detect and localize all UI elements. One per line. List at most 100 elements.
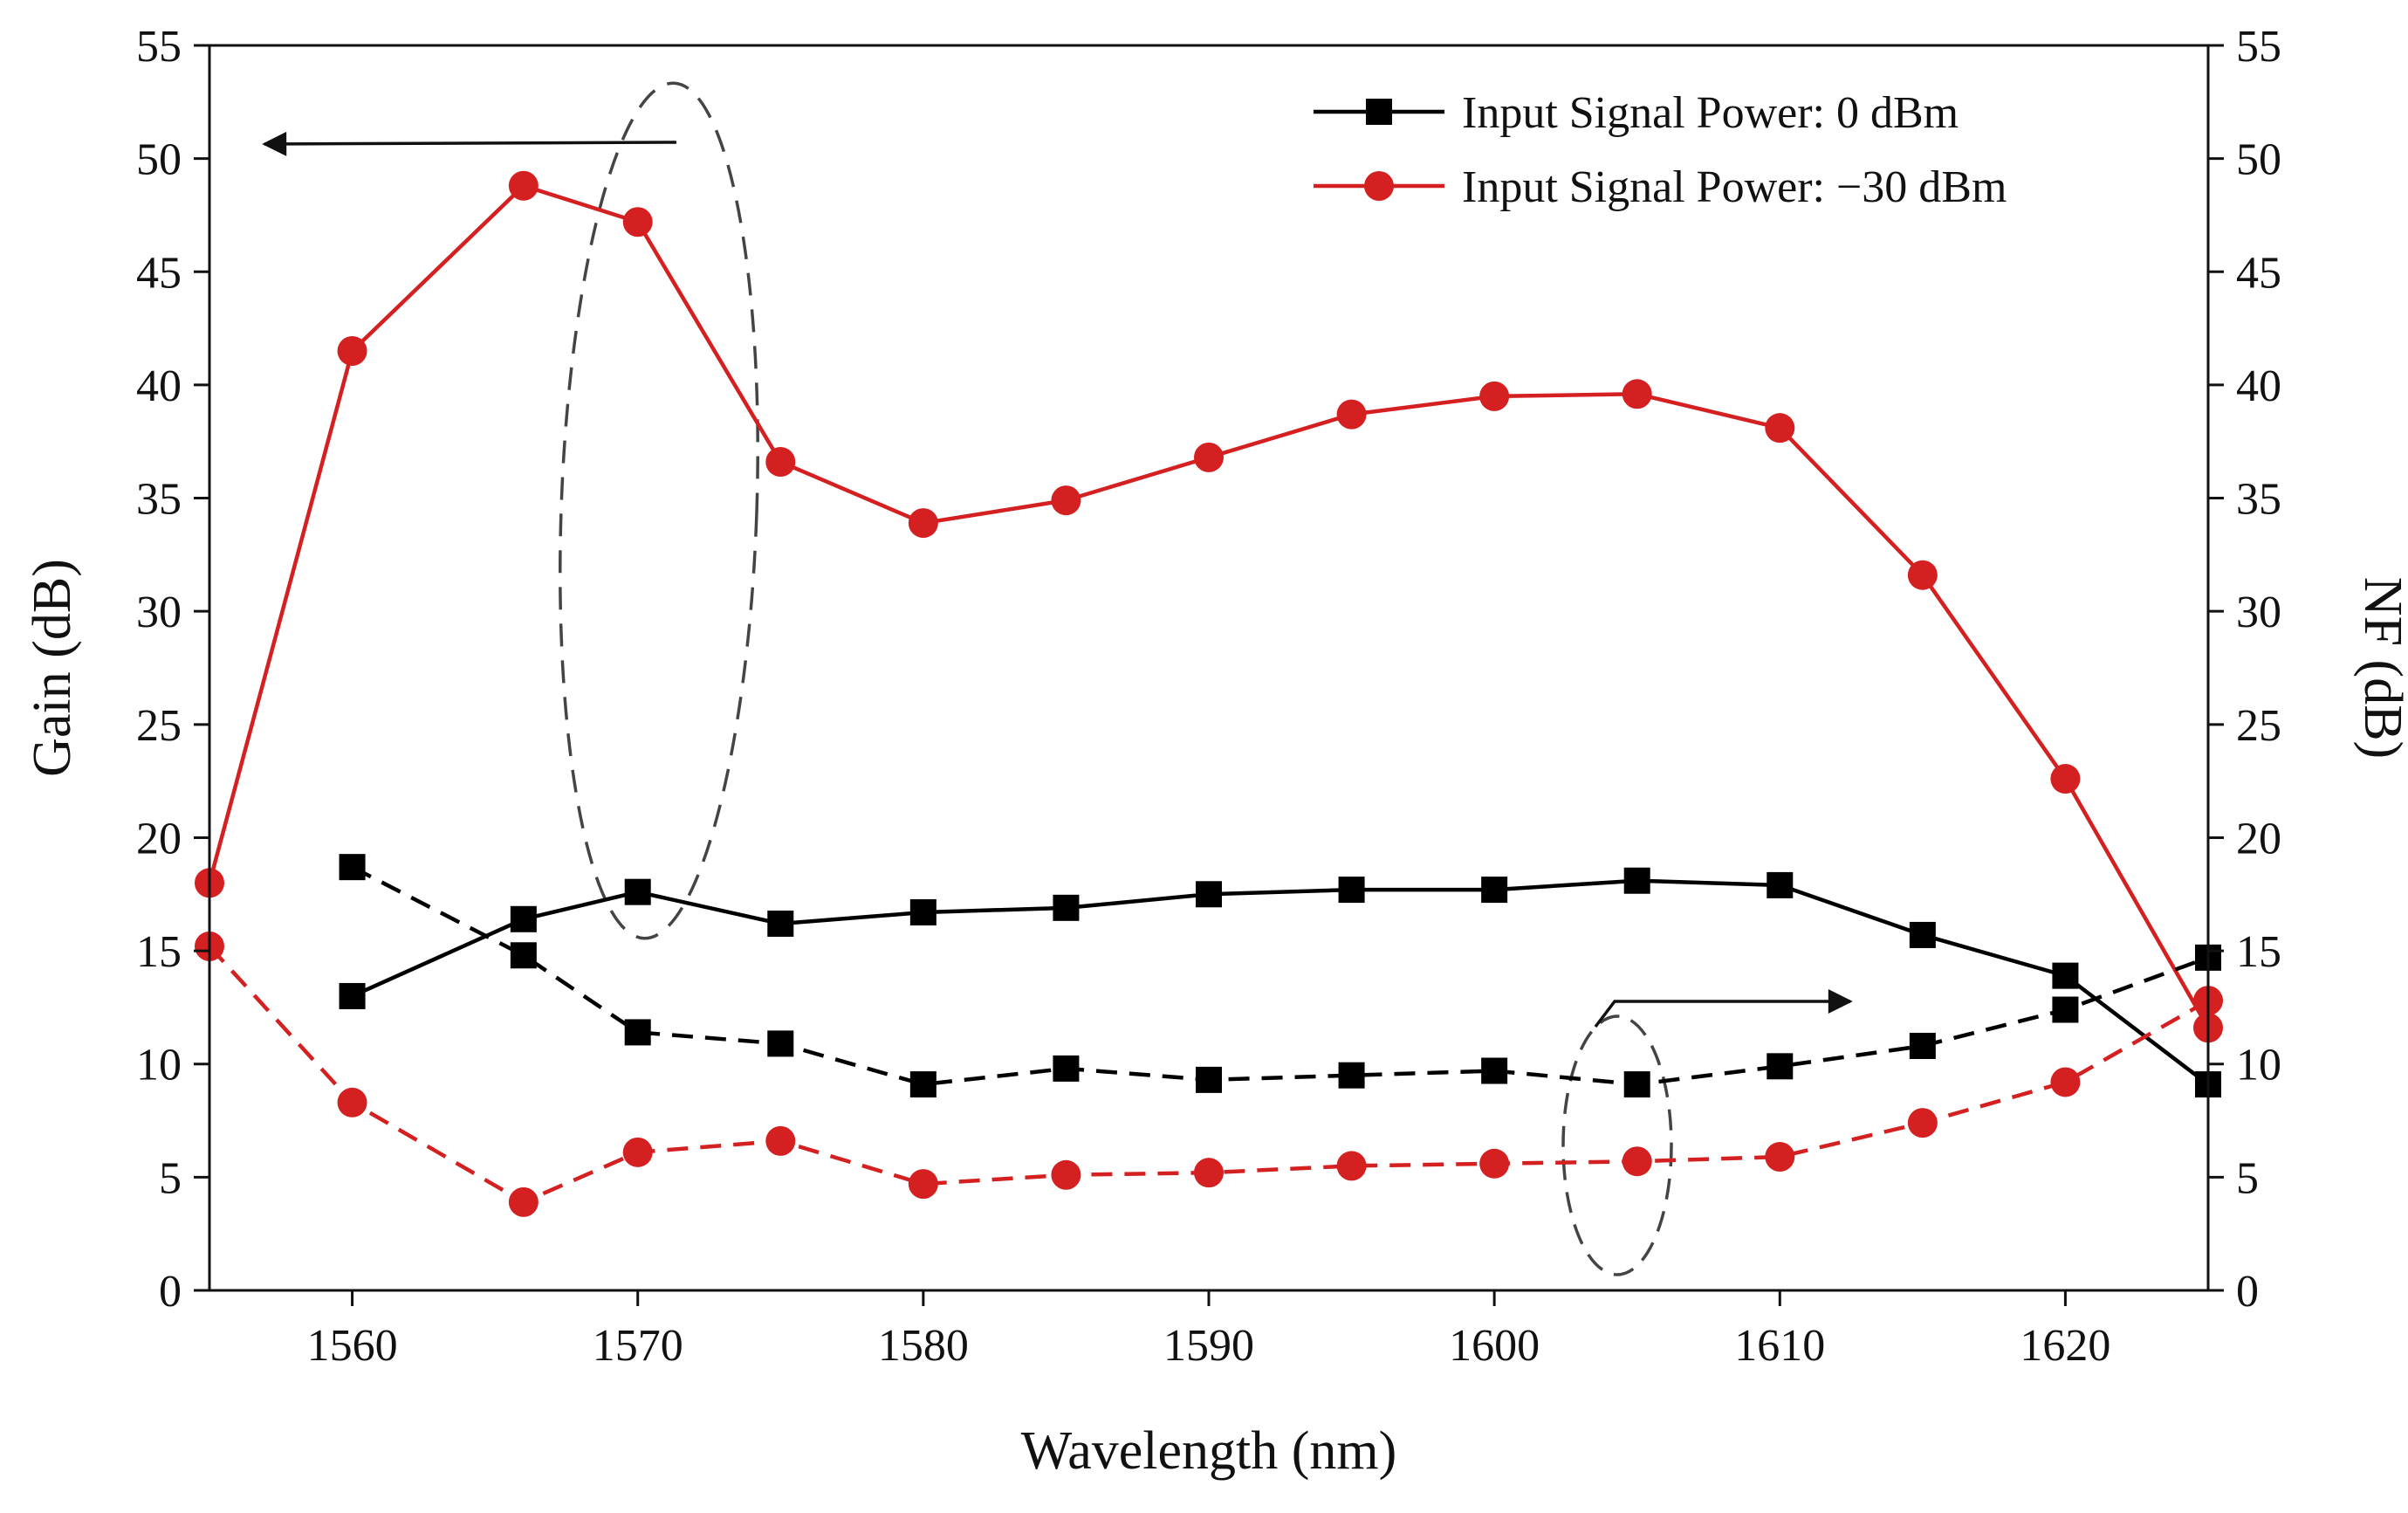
data-point-circle xyxy=(2050,1067,2081,1097)
data-point-square xyxy=(1196,1066,1222,1093)
data-point-square xyxy=(339,982,366,1009)
x-axis-title: Wavelength (nm) xyxy=(1021,1421,1397,1481)
annotations-layer xyxy=(262,81,1853,1276)
legend-item: Input Signal Power: 0 dBm xyxy=(1314,88,1959,138)
plot-frame xyxy=(208,44,2210,1292)
data-point-circle xyxy=(1194,1158,1224,1188)
data-point-square xyxy=(1338,877,1365,904)
data-point-circle xyxy=(337,336,367,367)
data-point-circle xyxy=(1051,485,1081,516)
data-point-square xyxy=(339,854,366,881)
data-point-square xyxy=(1767,871,1794,898)
legend: Input Signal Power: 0 dBm Input Signal Po… xyxy=(1314,88,2007,212)
data-point-square xyxy=(1909,921,1936,948)
nf-annotation-ellipse xyxy=(1561,1014,1673,1276)
data-point-circle xyxy=(1051,1159,1081,1190)
y-right-tick-label: 30 xyxy=(2236,588,2281,637)
legend-label: Input Signal Power: 0 dBm xyxy=(1462,88,1959,138)
data-point-square xyxy=(510,942,537,969)
data-point-circle xyxy=(1194,442,1224,472)
series-gain-0dbm xyxy=(339,867,2221,1098)
x-tick-label: 1620 xyxy=(2020,1321,2110,1371)
data-point-circle xyxy=(908,508,938,539)
data-point-circle xyxy=(337,1087,367,1118)
data-point-square xyxy=(1053,894,1080,921)
data-point-circle xyxy=(765,1125,796,1156)
data-point-square xyxy=(909,1071,936,1098)
y-axis-left-title: Gain (dB) xyxy=(23,559,82,777)
legend-item: Input Signal Power: −30 dBm xyxy=(1314,162,2007,212)
y-left-tick-label: 25 xyxy=(136,701,182,751)
data-point-square xyxy=(2052,962,2079,989)
y-left-tick-label: 50 xyxy=(136,135,182,185)
y-right-tick-label: 20 xyxy=(2236,814,2281,863)
x-tick-label: 1570 xyxy=(593,1321,683,1371)
data-point-circle xyxy=(622,1137,653,1167)
legend-marker-square xyxy=(1366,99,1392,125)
y-left-tick-label: 45 xyxy=(136,248,182,298)
x-tick-label: 1590 xyxy=(1163,1321,1254,1371)
series-gain-minus30dbm xyxy=(195,170,2223,1043)
y-left-tick-label: 10 xyxy=(136,1041,182,1090)
legend-label: Input Signal Power: −30 dBm xyxy=(1462,162,2007,212)
y-right-tick-label: 5 xyxy=(2236,1153,2259,1203)
data-point-circle xyxy=(622,207,653,237)
data-point-square xyxy=(1623,867,1650,894)
data-point-circle xyxy=(1622,379,1652,409)
data-point-square xyxy=(510,905,537,932)
data-point-circle xyxy=(765,447,796,478)
data-point-circle xyxy=(2050,764,2081,794)
y-axis-right-title: NF (dB) xyxy=(2353,577,2408,759)
data-point-circle xyxy=(1765,1142,1795,1173)
y-left-tick-label: 35 xyxy=(136,475,182,525)
data-point-square xyxy=(2052,996,2079,1023)
series-layer xyxy=(195,170,2223,1217)
data-point-square xyxy=(1196,881,1222,908)
data-point-square xyxy=(909,899,936,926)
data-point-circle xyxy=(908,1169,938,1200)
x-axis: 1560 1570 1580 1590 1600 1610 1620 xyxy=(307,1290,2110,1371)
data-point-circle xyxy=(1336,399,1367,430)
data-point-square xyxy=(1909,1032,1936,1059)
y-right-tick-label: 25 xyxy=(2236,701,2281,751)
data-point-square xyxy=(1481,1057,1508,1084)
data-point-square xyxy=(1767,1053,1794,1080)
y-right-tick-label: 10 xyxy=(2236,1041,2281,1090)
y-right-tick-label: 0 xyxy=(2236,1267,2259,1317)
data-point-square xyxy=(624,1019,651,1046)
data-point-circle xyxy=(1336,1151,1367,1181)
x-tick-label: 1560 xyxy=(307,1321,398,1371)
series-line xyxy=(351,878,2210,1086)
x-tick-label: 1580 xyxy=(878,1321,969,1371)
series-nf-minus30dbm xyxy=(195,931,2223,1217)
y-axis-left: 0 5 10 15 20 25 30 35 40 45 50 55 xyxy=(136,22,209,1317)
data-point-circle xyxy=(1907,1108,1938,1138)
y-left-tick-label: 5 xyxy=(159,1153,182,1203)
y-left-tick-label: 0 xyxy=(159,1267,182,1317)
data-point-circle xyxy=(1907,560,1938,590)
y-left-tick-label: 15 xyxy=(136,927,182,977)
nf-axis-arrow xyxy=(1594,989,1853,1028)
y-right-tick-label: 45 xyxy=(2236,248,2281,298)
data-point-square xyxy=(1623,1071,1650,1098)
legend-marker-circle xyxy=(1364,171,1394,201)
data-point-circle xyxy=(508,170,539,201)
data-point-square xyxy=(767,1030,794,1057)
y-left-tick-label: 55 xyxy=(136,22,182,72)
data-point-square xyxy=(1053,1055,1080,1082)
y-right-tick-label: 40 xyxy=(2236,361,2281,411)
data-point-circle xyxy=(1479,381,1510,411)
y-right-tick-label: 15 xyxy=(2236,927,2281,977)
data-point-circle xyxy=(1479,1148,1510,1179)
data-point-circle xyxy=(508,1186,539,1217)
data-point-square xyxy=(767,910,794,937)
y-left-tick-label: 20 xyxy=(136,814,182,863)
gain-annotation-ellipse xyxy=(559,81,759,940)
y-axis-right: 0 5 10 15 20 25 30 35 40 45 50 55 xyxy=(2208,22,2281,1317)
x-tick-label: 1610 xyxy=(1734,1321,1825,1371)
y-right-tick-label: 55 xyxy=(2236,22,2281,72)
y-right-tick-label: 35 xyxy=(2236,475,2281,525)
y-left-tick-label: 40 xyxy=(136,361,182,411)
